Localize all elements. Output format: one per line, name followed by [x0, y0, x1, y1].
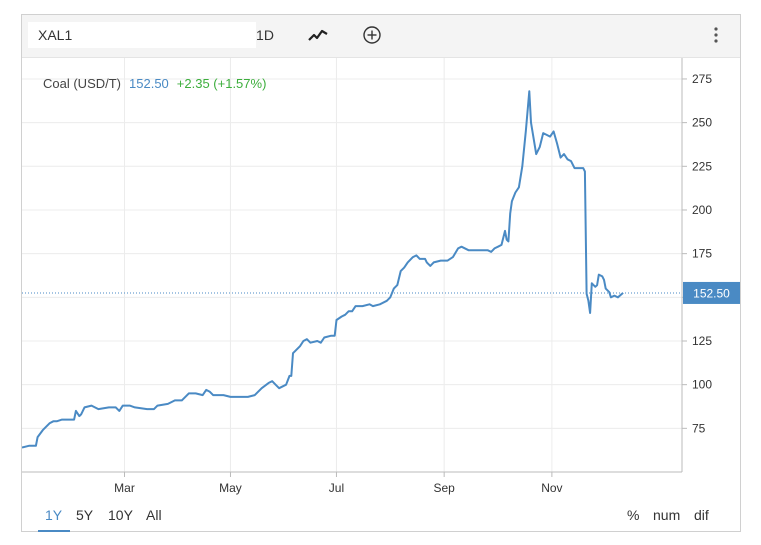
price-chart[interactable]: 75100125150175200225250275MarMayJulSepNo…	[22, 58, 740, 498]
series-line-0	[22, 90, 624, 449]
range-1y-button[interactable]: 1Y	[45, 507, 63, 523]
range-5y-button[interactable]: 5Y	[76, 507, 94, 523]
current-price-label: 152.50	[693, 286, 730, 300]
active-range-indicator	[38, 530, 70, 532]
y-tick-label: 200	[692, 203, 712, 217]
x-tick-label: May	[219, 481, 242, 495]
y-tick-label: 125	[692, 334, 712, 348]
line-chart-icon[interactable]	[306, 23, 330, 47]
legend-change: +2.35 (+1.57%)	[176, 76, 267, 91]
vertical-ellipsis-icon[interactable]	[704, 23, 728, 47]
y-tick-label: 225	[692, 159, 712, 173]
x-tick-label: Mar	[114, 481, 135, 495]
difference-mode-button[interactable]: dif	[694, 507, 709, 523]
range-10y-button[interactable]: 10Y	[108, 507, 133, 523]
y-tick-label: 100	[692, 378, 712, 392]
chart-toolbar: 1D	[22, 15, 740, 58]
chart-legend: Coal (USD/T) 152.50 +2.35 (+1.57%)	[43, 76, 266, 91]
x-tick-label: Jul	[329, 481, 344, 495]
symbol-input[interactable]	[28, 22, 256, 48]
range-selector-bar: 1Y 5Y 10Y All % num dif	[22, 500, 740, 532]
legend-price: 152.50	[129, 76, 169, 91]
legend-instrument-name: Coal (USD/T)	[43, 76, 122, 91]
interval-button[interactable]: 1D	[256, 27, 274, 43]
chart-widget-frame	[21, 14, 741, 532]
y-tick-label: 175	[692, 247, 712, 261]
x-tick-label: Sep	[433, 481, 455, 495]
percent-mode-button[interactable]: %	[627, 507, 640, 523]
y-tick-label: 250	[692, 116, 712, 130]
current-price-tag	[683, 281, 740, 304]
plus-circle-icon[interactable]	[360, 23, 384, 47]
y-tick-label: 275	[692, 72, 712, 86]
range-all-button[interactable]: All	[146, 507, 162, 523]
x-tick-label: Nov	[541, 481, 562, 495]
y-tick-label: 75	[692, 421, 706, 435]
number-mode-button[interactable]: num	[653, 507, 681, 523]
